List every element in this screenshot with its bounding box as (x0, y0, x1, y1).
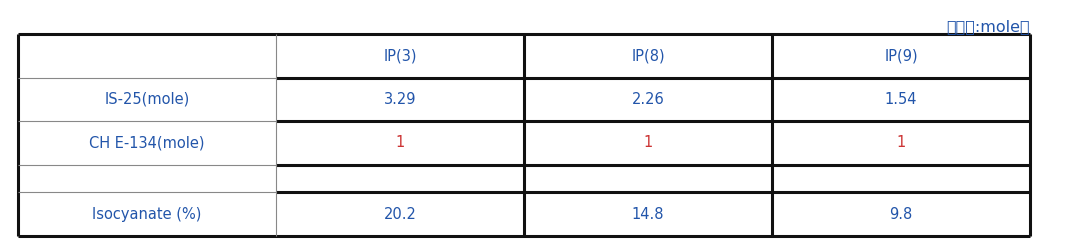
Text: 1: 1 (897, 135, 905, 150)
Text: 〈단위:mole〉: 〈단위:mole〉 (946, 19, 1030, 34)
Text: 14.8: 14.8 (631, 207, 664, 222)
Text: IP(8): IP(8) (631, 48, 664, 63)
Text: CH E-134(mole): CH E-134(mole) (89, 135, 204, 150)
Text: 20.2: 20.2 (383, 207, 416, 222)
Text: 9.8: 9.8 (889, 207, 913, 222)
Text: IP(3): IP(3) (383, 48, 417, 63)
Text: IP(9): IP(9) (884, 48, 918, 63)
Text: 1: 1 (396, 135, 404, 150)
Text: 1: 1 (643, 135, 653, 150)
Text: 3.29: 3.29 (384, 92, 416, 107)
Text: Isocyanate (%): Isocyanate (%) (92, 207, 202, 222)
Text: 1.54: 1.54 (885, 92, 917, 107)
Text: 2.26: 2.26 (631, 92, 664, 107)
Text: IS-25(mole): IS-25(mole) (105, 92, 189, 107)
